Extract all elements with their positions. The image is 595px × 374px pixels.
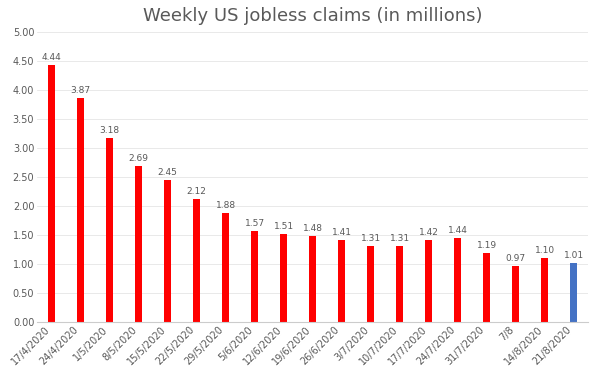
Bar: [425, 240, 432, 322]
Bar: [280, 234, 287, 322]
Bar: [193, 199, 200, 322]
Bar: [222, 213, 229, 322]
Title: Weekly US jobless claims (in millions): Weekly US jobless claims (in millions): [143, 7, 483, 25]
Text: 1.51: 1.51: [274, 223, 293, 232]
Text: 3.18: 3.18: [99, 126, 120, 135]
Bar: [77, 98, 84, 322]
Text: 1.31: 1.31: [390, 234, 409, 243]
Bar: [48, 64, 55, 322]
Text: 2.12: 2.12: [187, 187, 206, 196]
Bar: [106, 138, 113, 322]
Text: 1.44: 1.44: [447, 227, 468, 236]
Bar: [570, 263, 577, 322]
Text: 1.01: 1.01: [563, 251, 584, 260]
Bar: [164, 180, 171, 322]
Text: 1.19: 1.19: [477, 241, 497, 250]
Text: 0.97: 0.97: [506, 254, 525, 263]
Text: 2.69: 2.69: [129, 154, 149, 163]
Bar: [135, 166, 142, 322]
Bar: [338, 240, 345, 322]
Text: 1.41: 1.41: [331, 228, 352, 237]
Text: 1.57: 1.57: [245, 219, 265, 228]
Bar: [396, 246, 403, 322]
Bar: [483, 253, 490, 322]
Text: 1.31: 1.31: [361, 234, 381, 243]
Bar: [541, 258, 548, 322]
Text: 2.45: 2.45: [158, 168, 177, 177]
Text: 3.87: 3.87: [70, 86, 90, 95]
Text: 1.42: 1.42: [419, 228, 439, 237]
Text: 4.44: 4.44: [42, 53, 61, 62]
Bar: [251, 231, 258, 322]
Text: 1.10: 1.10: [534, 246, 555, 255]
Bar: [309, 236, 316, 322]
Bar: [367, 246, 374, 322]
Bar: [512, 266, 519, 322]
Bar: [454, 238, 461, 322]
Text: 1.88: 1.88: [215, 201, 236, 210]
Text: 1.48: 1.48: [302, 224, 322, 233]
